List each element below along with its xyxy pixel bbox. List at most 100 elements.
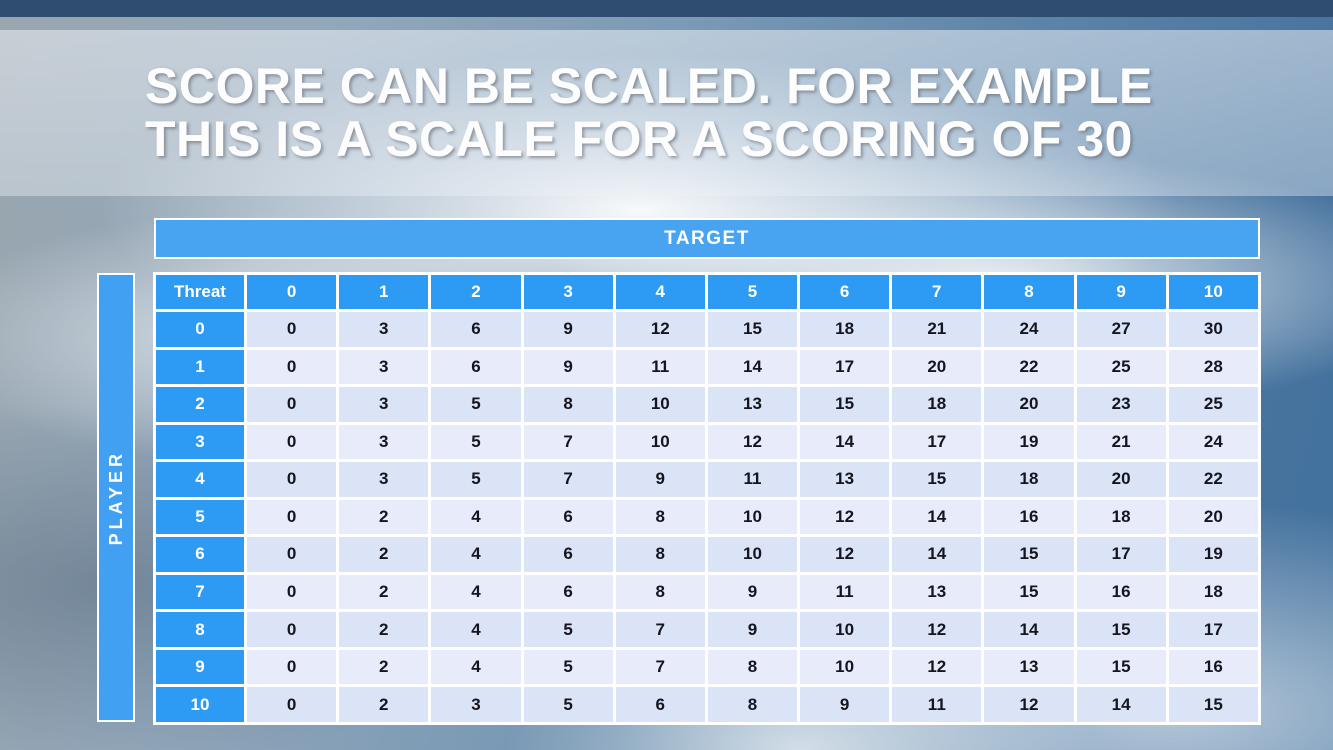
score-cell: 20 bbox=[1076, 462, 1166, 497]
score-cell: 18 bbox=[984, 462, 1074, 497]
player-row-header: 4 bbox=[156, 462, 244, 497]
score-cell: 5 bbox=[431, 424, 521, 460]
score-cell: 10 bbox=[800, 612, 890, 647]
target-column-header: 6 bbox=[800, 275, 890, 309]
score-cell: 7 bbox=[523, 462, 613, 497]
title-banner: SCORE CAN BE SCALED. FOR EXAMPLE THIS IS… bbox=[0, 30, 1333, 196]
target-column-header: 5 bbox=[707, 275, 798, 309]
score-cell: 20 bbox=[892, 349, 982, 385]
score-cell: 15 bbox=[800, 387, 890, 422]
score-cell: 17 bbox=[892, 424, 982, 460]
score-cell: 19 bbox=[1168, 537, 1258, 572]
player-row-header: 6 bbox=[156, 537, 244, 572]
score-cell: 14 bbox=[892, 499, 982, 535]
score-cell: 13 bbox=[800, 462, 890, 497]
score-cell: 15 bbox=[707, 312, 798, 347]
player-row-header: 5 bbox=[156, 499, 244, 535]
score-cell: 7 bbox=[615, 649, 705, 685]
score-cell: 9 bbox=[800, 687, 890, 722]
score-cell: 9 bbox=[615, 462, 705, 497]
score-cell: 6 bbox=[523, 574, 613, 610]
score-cell: 0 bbox=[247, 649, 337, 685]
score-cell: 8 bbox=[523, 387, 613, 422]
score-cell: 15 bbox=[984, 537, 1074, 572]
score-cell: 3 bbox=[339, 312, 429, 347]
slide-title-line-2: THIS IS A SCALE FOR A SCORING OF 30 bbox=[145, 111, 1133, 167]
score-cell: 7 bbox=[523, 424, 613, 460]
score-cell: 20 bbox=[1168, 499, 1258, 535]
score-cell: 6 bbox=[431, 312, 521, 347]
score-cell: 24 bbox=[984, 312, 1074, 347]
score-cell: 3 bbox=[339, 387, 429, 422]
score-cell: 6 bbox=[431, 349, 521, 385]
score-table: Threat 0 1 2 3 4 5 6 7 8 9 10 0 0 3 6 9 12 15 18 21 24 27 30 1 0… bbox=[153, 272, 1261, 725]
score-cell: 14 bbox=[892, 537, 982, 572]
score-cell: 23 bbox=[1076, 387, 1166, 422]
score-cell: 10 bbox=[615, 424, 705, 460]
player-row-header: 8 bbox=[156, 612, 244, 647]
score-row: 4 0 3 5 7 9 11 13 15 18 20 22 bbox=[156, 462, 1258, 497]
player-row-header: 10 bbox=[156, 687, 244, 722]
score-cell: 0 bbox=[247, 424, 337, 460]
score-cell: 5 bbox=[523, 612, 613, 647]
score-cell: 3 bbox=[431, 687, 521, 722]
score-cell: 22 bbox=[1168, 462, 1258, 497]
score-cell: 9 bbox=[707, 574, 798, 610]
score-cell: 25 bbox=[1168, 387, 1258, 422]
score-cell: 0 bbox=[247, 687, 337, 722]
score-cell: 25 bbox=[1076, 349, 1166, 385]
score-cell: 18 bbox=[1076, 499, 1166, 535]
score-cell: 8 bbox=[707, 649, 798, 685]
score-cell: 16 bbox=[984, 499, 1074, 535]
score-cell: 6 bbox=[523, 499, 613, 535]
score-cell: 4 bbox=[431, 612, 521, 647]
score-row: 7 0 2 4 6 8 9 11 13 15 16 18 bbox=[156, 574, 1258, 610]
score-cell: 17 bbox=[1076, 537, 1166, 572]
score-row: 1 0 3 6 9 11 14 17 20 22 25 28 bbox=[156, 349, 1258, 385]
player-row-header: 7 bbox=[156, 574, 244, 610]
score-cell: 6 bbox=[523, 537, 613, 572]
score-cell: 16 bbox=[1076, 574, 1166, 610]
score-cell: 2 bbox=[339, 499, 429, 535]
table-header-row: Threat 0 1 2 3 4 5 6 7 8 9 10 bbox=[156, 275, 1258, 309]
score-cell: 8 bbox=[615, 537, 705, 572]
score-cell: 18 bbox=[892, 387, 982, 422]
slide-title-line-1: SCORE CAN BE SCALED. FOR EXAMPLE bbox=[145, 58, 1153, 114]
score-cell: 15 bbox=[892, 462, 982, 497]
score-cell: 5 bbox=[431, 462, 521, 497]
target-column-header: 9 bbox=[1076, 275, 1166, 309]
score-row: 0 0 3 6 9 12 15 18 21 24 27 30 bbox=[156, 312, 1258, 347]
score-cell: 0 bbox=[247, 312, 337, 347]
score-cell: 0 bbox=[247, 537, 337, 572]
player-row-header: 2 bbox=[156, 387, 244, 422]
score-cell: 12 bbox=[892, 649, 982, 685]
score-row: 2 0 3 5 8 10 13 15 18 20 23 25 bbox=[156, 387, 1258, 422]
player-row-header: 1 bbox=[156, 349, 244, 385]
score-cell: 30 bbox=[1168, 312, 1258, 347]
score-cell: 9 bbox=[523, 312, 613, 347]
score-cell: 20 bbox=[984, 387, 1074, 422]
player-axis-header: PLAYER bbox=[97, 273, 135, 722]
score-cell: 14 bbox=[984, 612, 1074, 647]
score-cell: 2 bbox=[339, 612, 429, 647]
score-cell: 0 bbox=[247, 574, 337, 610]
score-cell: 14 bbox=[707, 349, 798, 385]
score-row: 3 0 3 5 7 10 12 14 17 19 21 24 bbox=[156, 424, 1258, 460]
score-cell: 8 bbox=[615, 574, 705, 610]
score-cell: 28 bbox=[1168, 349, 1258, 385]
player-row-header: 9 bbox=[156, 649, 244, 685]
score-cell: 16 bbox=[1168, 649, 1258, 685]
score-cell: 9 bbox=[523, 349, 613, 385]
score-cell: 2 bbox=[339, 687, 429, 722]
score-cell: 10 bbox=[800, 649, 890, 685]
score-cell: 10 bbox=[615, 387, 705, 422]
score-row: 10 0 2 3 5 6 8 9 11 12 14 15 bbox=[156, 687, 1258, 722]
score-row: 6 0 2 4 6 8 10 12 14 15 17 19 bbox=[156, 537, 1258, 572]
target-column-header: 10 bbox=[1168, 275, 1258, 309]
score-cell: 12 bbox=[800, 499, 890, 535]
score-cell: 15 bbox=[1076, 649, 1166, 685]
score-cell: 12 bbox=[800, 537, 890, 572]
score-cell: 3 bbox=[339, 349, 429, 385]
score-cell: 22 bbox=[984, 349, 1074, 385]
target-column-header: 4 bbox=[615, 275, 705, 309]
